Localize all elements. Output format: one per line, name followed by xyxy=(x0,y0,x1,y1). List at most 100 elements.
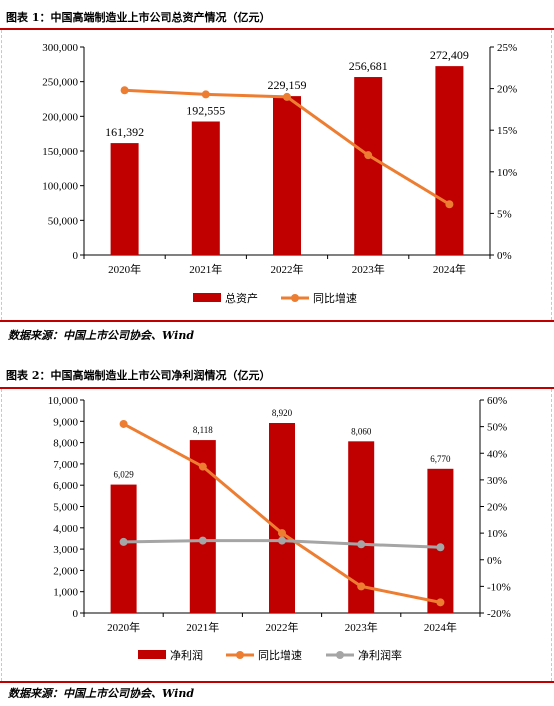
chart2-bar xyxy=(427,468,454,613)
chart2-legend-label: 净利润率 xyxy=(358,648,402,662)
chart2-top-rule xyxy=(0,387,554,389)
chart1-source: 数据来源：中国上市公司协会、Wind xyxy=(8,329,195,342)
chart1-y-tick-label: 0 xyxy=(73,250,79,262)
chart2-bar-label: 6,770 xyxy=(430,454,451,464)
chart1-bar xyxy=(354,77,383,255)
chart1-y2-tick-label: 15% xyxy=(497,125,517,137)
chart1-point-1 xyxy=(120,86,129,95)
chart2-x-tick-label: 2021年 xyxy=(186,620,219,634)
chart1-legend-marker xyxy=(291,294,299,302)
chart1-bar xyxy=(191,121,220,255)
chart2-point-1 xyxy=(357,582,366,591)
chart1-y-tick-label: 100,000 xyxy=(42,181,78,193)
chart1-y2-tick-label: 0% xyxy=(497,250,512,262)
chart2-x-tick-label: 2024年 xyxy=(424,620,457,634)
chart2-y-tick-label: 6,000 xyxy=(53,480,78,492)
chart2-point-2 xyxy=(278,536,286,545)
chart2-bar-label: 8,060 xyxy=(351,426,372,436)
chart1-legend-label: 总资产 xyxy=(225,291,258,305)
chart2-y-tick-label: 8,000 xyxy=(53,438,78,450)
chart1-x-tick-label: 2022年 xyxy=(271,262,304,276)
chart2-x-tick-label: 2023年 xyxy=(345,620,378,634)
chart1-frame xyxy=(1,30,552,320)
chart2-y2-tick-label: 20% xyxy=(487,502,507,514)
chart1-y-tick-label: 150,000 xyxy=(42,146,78,158)
chart2-y2-tick-label: -20% xyxy=(487,608,511,620)
chart2-legend-marker xyxy=(236,651,244,659)
chart1-point-1 xyxy=(201,90,210,99)
chart1-bar xyxy=(435,66,464,255)
chart2-svg: 0 1,000 2,000 3,000 4,000 5,000 6,000 7,000 8,00… xyxy=(48,395,511,662)
chart2-y2-tick-label: 30% xyxy=(487,475,507,487)
chart1-top-rule xyxy=(0,28,554,30)
chart2-y2-tick-label: 10% xyxy=(487,528,507,540)
chart2-bar-label: 8,118 xyxy=(193,425,213,435)
chart1-legend-label: 同比增速 xyxy=(313,291,357,305)
chart1-x-tick-label: 2024年 xyxy=(433,262,466,276)
chart2-legend-label: 净利润 xyxy=(170,648,203,662)
chart2-point-2 xyxy=(119,537,128,546)
chart1-title: 图表 1：中国高端制造业上市公司总资产情况（亿元） xyxy=(6,11,271,24)
chart1-bottom-rule xyxy=(0,320,554,322)
chart2-point-2 xyxy=(357,540,366,549)
chart1-y2-tick-label: 20% xyxy=(497,84,517,96)
chart2-legend-label: 同比增速 xyxy=(258,648,302,662)
chart2-legend-swatch xyxy=(138,650,166,659)
chart2-y-tick-label: 9,000 xyxy=(53,416,78,428)
chart2-point-1 xyxy=(198,462,207,471)
chart2-point-1 xyxy=(278,529,286,538)
chart2-bar-label: 8,920 xyxy=(272,408,293,418)
chart1-x-tick-label: 2023年 xyxy=(352,262,385,276)
chart1-bar xyxy=(273,96,301,255)
chart1-y2-tick-label: 25% xyxy=(497,42,517,54)
chart2-y-tick-label: 3,000 xyxy=(53,544,78,556)
chart1-point-1 xyxy=(283,92,291,101)
chart1-legend-swatch xyxy=(193,293,221,302)
chart2-y-tick-label: 0 xyxy=(73,608,79,620)
chart2-y-tick-label: 2,000 xyxy=(53,565,78,577)
chart2-point-1 xyxy=(119,419,128,428)
chart2-y-tick-label: 5,000 xyxy=(53,502,78,514)
chart2-panel: 图表 2：中国高端制造业上市公司净利润情况（亿元） 0 1,000 2,000 3,0… xyxy=(0,350,554,706)
chart1-y-tick-label: 250,000 xyxy=(42,77,78,89)
chart1-bar-label: 256,681 xyxy=(349,59,388,73)
chart1-y-tick-label: 50,000 xyxy=(48,215,79,227)
chart1-bar-label: 272,409 xyxy=(430,48,469,62)
chart2-x-tick-label: 2020年 xyxy=(107,620,140,634)
chart2-bottom-rule xyxy=(0,681,554,683)
chart1-x-tick-label: 2020年 xyxy=(108,262,141,276)
chart1-point-1 xyxy=(445,200,454,209)
chart2-bar xyxy=(110,484,137,613)
chart1-svg: 0 50,000 100,000 150,000 200,000 250,000 300,0… xyxy=(42,42,517,305)
chart2-frame xyxy=(1,389,552,681)
chart2-y-tick-label: 7,000 xyxy=(53,459,78,471)
chart2-legend-marker xyxy=(336,651,344,659)
chart2-y-tick-label: 10,000 xyxy=(48,395,79,407)
chart2-y2-tick-label: 40% xyxy=(487,448,507,460)
chart1-panel: 图表 1：中国高端制造业上市公司总资产情况（亿元） 0 50,000 100,000… xyxy=(0,0,554,350)
chart2-bar-label: 6,029 xyxy=(113,470,134,480)
chart2-y2-tick-label: 50% xyxy=(487,422,507,434)
chart2-y2-tick-label: 0% xyxy=(487,555,502,567)
chart1-y-tick-label: 300,000 xyxy=(42,42,78,54)
chart2-point-2 xyxy=(198,536,207,545)
chart1-y2-tick-label: 5% xyxy=(497,208,512,220)
chart2-y-tick-label: 1,000 xyxy=(53,587,78,599)
chart2-y2-tick-label: -10% xyxy=(487,581,511,593)
chart1-bar-label: 161,392 xyxy=(105,125,144,139)
chart1-y2-tick-label: 10% xyxy=(497,167,517,179)
chart1-bar-label: 192,555 xyxy=(186,103,225,117)
chart2-y2-tick-label: 60% xyxy=(487,395,507,407)
chart2-point-1 xyxy=(436,598,445,607)
chart1-bar-label: 229,159 xyxy=(268,78,307,92)
chart1-point-1 xyxy=(364,151,373,160)
chart2-title: 图表 2：中国高端制造业上市公司净利润情况（亿元） xyxy=(6,369,271,382)
chart1-y-tick-label: 200,000 xyxy=(42,111,78,123)
chart1-x-tick-label: 2021年 xyxy=(189,262,222,276)
chart2-x-tick-label: 2022年 xyxy=(266,620,299,634)
chart2-y-tick-label: 4,000 xyxy=(53,523,78,535)
chart2-point-2 xyxy=(436,543,445,552)
chart1-bar xyxy=(110,143,139,255)
chart2-bar xyxy=(269,423,295,613)
chart2-source: 数据来源：中国上市公司协会、Wind xyxy=(8,687,195,700)
